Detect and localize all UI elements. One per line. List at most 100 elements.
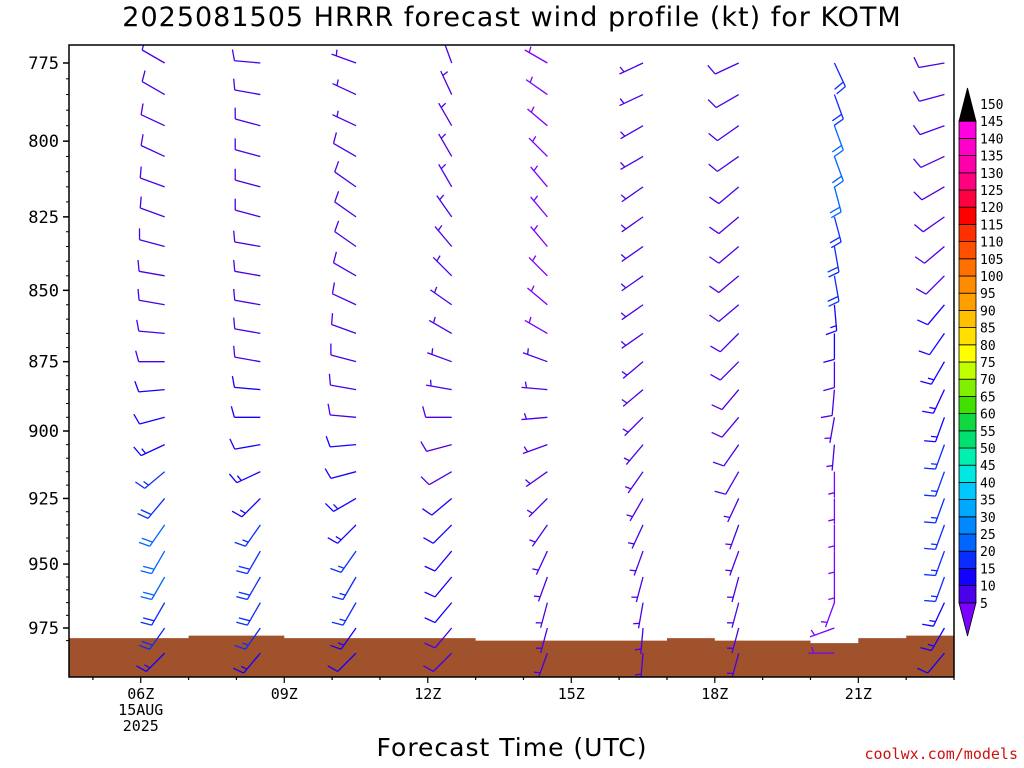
barb-staff	[141, 49, 166, 64]
wind-barb	[525, 76, 548, 96]
barb-staff	[236, 471, 261, 484]
barb-flag	[334, 160, 340, 173]
barb-flag	[135, 481, 146, 489]
barb-staff	[331, 323, 357, 335]
barb-staff	[809, 627, 835, 638]
barb-half-flag	[930, 569, 938, 572]
barb-staff	[330, 471, 357, 480]
barb-flag	[710, 373, 721, 381]
barb-half-flag	[431, 348, 434, 355]
barb-half-flag	[532, 568, 539, 571]
wind-barb	[924, 550, 946, 577]
barb-staff	[622, 389, 644, 407]
colorbar-cell	[958, 258, 977, 277]
wind-barb	[725, 550, 740, 576]
barb-staff	[621, 245, 644, 262]
barb-staff	[528, 256, 548, 277]
wind-barb	[420, 471, 453, 486]
barb-flag	[424, 565, 436, 572]
barb-flag	[233, 259, 236, 272]
barb-staff	[719, 332, 740, 353]
barb-flag	[49, 542, 60, 544]
wind-barb	[138, 524, 166, 547]
wind-barb	[825, 304, 838, 336]
barb-flag	[708, 132, 718, 142]
wind-barb	[334, 220, 357, 248]
barb-half-flag	[335, 49, 338, 56]
wind-barb	[823, 361, 836, 392]
wind-barb	[634, 653, 644, 677]
barb-staff	[444, 45, 453, 64]
wind-barb	[723, 498, 740, 523]
x-tick-label: 12Z	[414, 685, 441, 703]
wind-barb	[532, 550, 548, 575]
wind-barb	[828, 471, 836, 498]
barb-staff	[919, 125, 945, 136]
barb-flag	[915, 287, 927, 295]
barb-staff	[930, 361, 945, 385]
y-tick-label: 800	[28, 132, 59, 152]
barb-staff	[436, 195, 453, 218]
wind-barb	[829, 216, 842, 249]
wind-barb	[137, 498, 166, 519]
colorbar-cell	[958, 378, 977, 397]
barb-staff	[723, 444, 740, 467]
wind-barb	[525, 471, 548, 488]
wind-barb	[430, 286, 453, 306]
site-credit[interactable]: coolwx.com/models	[864, 745, 1018, 763]
barb-flag	[324, 502, 334, 512]
wind-barb	[134, 380, 165, 393]
barb-staff	[621, 275, 644, 292]
x-tick-label: 06Z	[127, 685, 154, 703]
wind-barb	[140, 602, 166, 626]
wind-barb	[440, 70, 453, 95]
wind-barb	[331, 602, 357, 626]
barb-half-flag	[927, 377, 935, 381]
wind-barb	[922, 602, 946, 627]
colorbar-label: 115	[980, 218, 1003, 233]
barb-staff	[524, 49, 548, 64]
barb-half-flag	[623, 457, 630, 462]
wind-barb	[619, 62, 644, 75]
barb-half-flag	[529, 539, 536, 543]
wind-barb	[327, 524, 357, 544]
wind-barb	[136, 319, 165, 335]
barb-flag	[140, 509, 152, 516]
barb-staff	[141, 80, 166, 96]
barb-half-flag	[524, 381, 528, 388]
barb-half-flag	[622, 428, 629, 433]
barb-staff	[334, 231, 357, 248]
barb-flag	[137, 512, 149, 519]
colorbar-cell	[958, 602, 977, 637]
wind-barb	[620, 186, 644, 203]
wind-barb	[438, 102, 453, 127]
barb-flag	[233, 230, 236, 243]
barb-flag	[912, 124, 921, 135]
barb-half-flag	[621, 370, 628, 376]
barb-flag	[327, 403, 331, 416]
colorbar-cell	[958, 327, 977, 346]
wind-barb	[138, 627, 166, 650]
wind-barb	[233, 230, 261, 248]
wind-barb	[633, 602, 644, 629]
barb-half-flag	[725, 543, 732, 546]
wind-barb	[831, 156, 844, 189]
barb-half-flag	[531, 255, 537, 262]
wind-barb	[140, 134, 165, 158]
barb-flag	[142, 565, 155, 570]
barb-staff	[330, 384, 357, 391]
wind-barb	[809, 627, 835, 638]
wind-barb	[427, 348, 452, 363]
colorbar-label: 150	[980, 98, 1003, 113]
wind-barb	[924, 417, 946, 443]
colorbar-label: 30	[980, 511, 996, 526]
barb-flag	[140, 621, 152, 626]
colorbar-label: 35	[980, 494, 996, 509]
barb-half-flag	[725, 569, 732, 572]
barb-flag	[332, 132, 338, 144]
barb-staff	[428, 471, 453, 486]
barb-staff	[934, 444, 946, 470]
barb-staff	[434, 226, 453, 247]
x-tick-label: 15AUG	[118, 701, 163, 719]
